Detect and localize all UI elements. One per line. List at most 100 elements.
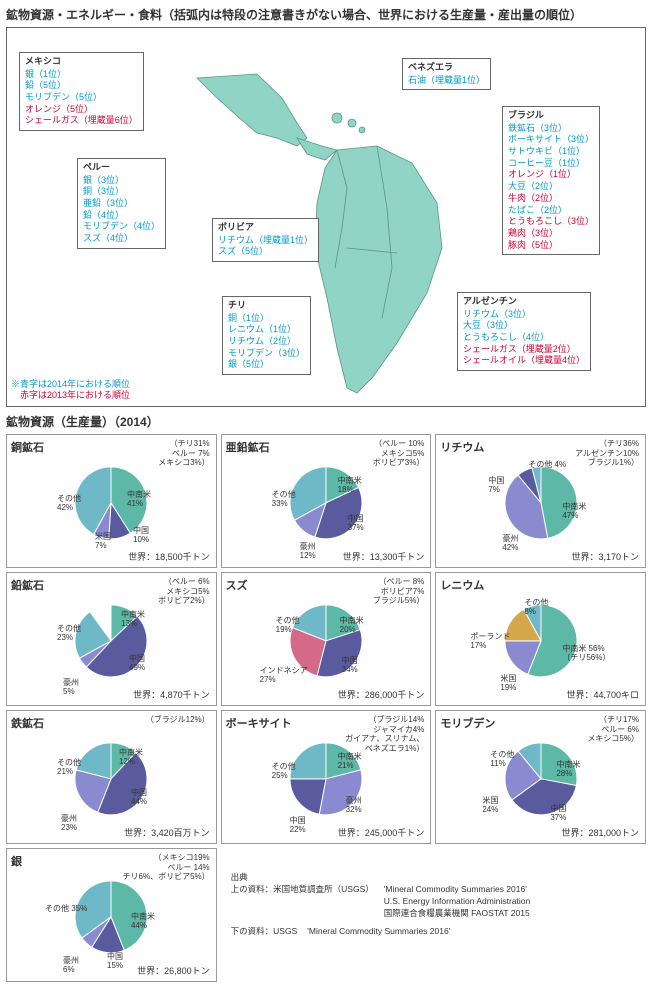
- pie-chart-cell: スズ（ペルー 8% ボリビア7% ブラジル5%）中南米 20%中国 34%インド…: [221, 572, 432, 706]
- pie-chart-cell: 銅鉱石（チリ31% ペルー 7% メキシコ3%）中南米 41%中国 10%米国 …: [6, 434, 217, 568]
- slice-label: 豪州 6%: [63, 957, 79, 975]
- pie-chart-cell: リチウム（チリ36% アルゼンチン10% ブラジル1%）中南米 47%豪州 42…: [435, 434, 646, 568]
- country-name: メキシコ: [25, 56, 138, 68]
- charts-title: 鉱物資源（生産量）（2014）: [6, 413, 646, 430]
- chart-detail: （ブラジル12%）: [146, 715, 210, 725]
- slice-label: その他 19%: [276, 617, 300, 635]
- slice-label: その他 23%: [57, 625, 81, 643]
- resource-item: 石油（埋蔵量1位）: [408, 75, 485, 87]
- world-total: 世界：44,700キロ: [566, 688, 639, 701]
- resource-item: 銅（1位）: [228, 313, 305, 325]
- country-box: ペルー銀（3位）銅（3位）亜鉛（3位）鉛（4位）モリブデン（4位）スズ（4位）: [77, 158, 166, 249]
- world-total: 世界：4,870千トン: [133, 688, 210, 701]
- resource-item: コーヒー豆（1位）: [508, 158, 594, 170]
- resource-item: リチウム（3位）: [463, 309, 585, 321]
- page-title: 鉱物資源・エネルギー・食料（括弧内は特段の注意書きがない場合、世界における生産量…: [6, 6, 646, 23]
- pie-chart-cell: 鉄鉱石（ブラジル12%）中南米 12%中国 44%豪州 23%その他 21%世界…: [6, 710, 217, 844]
- pie-chart-cell: 鉛鉱石（ペルー 6% メキシコ5% ボリビア2%）中南米 13%中国 49%豪州…: [6, 572, 217, 706]
- chart-name: レニウム: [440, 577, 641, 593]
- country-name: アルゼンチン: [463, 296, 585, 308]
- country-name: ペルー: [83, 162, 160, 174]
- slice-label: 中南米 28%: [556, 761, 580, 779]
- country-name: チリ: [228, 300, 305, 312]
- resource-item: とうもろこし（3位）: [508, 216, 594, 228]
- source-line: 'Mineral Commodity Summaries 2016': [384, 884, 530, 896]
- world-total: 世界：245,000千トン: [338, 826, 425, 839]
- resource-item: 鉄鉱石（3位）: [508, 123, 594, 135]
- resource-item: 亜鉛（3位）: [83, 198, 160, 210]
- slice-label: 中南米 13%: [121, 611, 145, 629]
- country-name: ブラジル: [508, 110, 594, 122]
- resource-item: シェールオイル（埋蔵量4位）: [463, 355, 585, 367]
- slice-label: 中国 10%: [133, 527, 149, 545]
- resource-item: モリブデン（4位）: [83, 221, 160, 233]
- resource-item: 銀（5位）: [228, 359, 305, 371]
- resource-item: シェールガス（埋蔵量2位）: [463, 344, 585, 356]
- resource-item: 大豆（3位）: [463, 320, 585, 332]
- world-total: 世界：3,420百万トン: [124, 826, 210, 839]
- country-name: ベネズエラ: [408, 62, 485, 74]
- country-box: メキシコ銀（1位）鉛（5位）モリブデン（5位）オレンジ（5位）シェールガス（埋蔵…: [19, 52, 144, 131]
- pie-chart-cell: レニウム中南米 56% （チリ56%）米国 19%ポーランド 17%その他 8%…: [435, 572, 646, 706]
- country-box: ブラジル鉄鉱石（3位）ボーキサイト（3位）サトウキビ（1位）コーヒー豆（1位）オ…: [502, 106, 600, 255]
- world-total: 世界：3,170トン: [571, 550, 639, 563]
- chart-detail: （ペルー 8% ボリビア7% ブラジル5%）: [373, 577, 424, 606]
- world-total: 世界：13,300千トン: [343, 550, 425, 563]
- resource-item: スズ（5位）: [218, 246, 313, 258]
- world-total: 世界：286,000千トン: [338, 688, 425, 701]
- resource-item: 銀（3位）: [83, 175, 160, 187]
- slice-label: 中南米 20%: [340, 617, 364, 635]
- source-line: 上の資料：米国地質調査所（USGS）: [231, 884, 374, 920]
- slice-label: 中国 37%: [550, 805, 566, 823]
- resource-item: 牛肉（2位）: [508, 193, 594, 205]
- chart-detail: （チリ36% アルゼンチン10% ブラジル1%）: [575, 439, 639, 468]
- slice-label: ポーランド 17%: [470, 633, 510, 651]
- slice-label: 豪州 42%: [502, 535, 518, 553]
- resource-item: リチウム（埋蔵量1位）: [218, 235, 313, 247]
- slice-label: 中国 37%: [348, 515, 364, 533]
- slice-label: その他 11%: [490, 751, 514, 769]
- slice-label: 中南米 56% （チリ56%）: [562, 645, 610, 663]
- slice-label: 中南米 47%: [562, 503, 586, 521]
- resource-item: 鉛（5位）: [25, 80, 138, 92]
- resource-item: 豚肉（5位）: [508, 240, 594, 252]
- slice-label: 中国 7%: [488, 477, 504, 495]
- resource-item: リチウム（2位）: [228, 336, 305, 348]
- country-name: ボリビア: [218, 222, 313, 234]
- slice-label: その他 42%: [57, 495, 81, 513]
- slice-label: 中南米 41%: [127, 491, 151, 509]
- source-line: U.S. Energy Information Administration: [384, 896, 530, 908]
- resource-item: シェールガス（埋蔵量6位）: [25, 115, 138, 127]
- slice-label: 米国 24%: [482, 797, 498, 815]
- resource-item: オレンジ（5位）: [25, 104, 138, 116]
- slice-label: 中国 44%: [131, 789, 147, 807]
- slice-label: 中南米 44%: [131, 913, 155, 931]
- world-total: 世界：18,500千トン: [128, 550, 210, 563]
- chart-detail: （ペルー 10% メキシコ5% ボリビア3%）: [373, 439, 425, 468]
- slice-label: 中国 22%: [290, 817, 306, 835]
- resource-item: たばこ（2位）: [508, 205, 594, 217]
- slice-label: 米国 19%: [500, 675, 516, 693]
- map-legend-note: ※青字は2014年における順位 赤字は2013年における順位: [11, 379, 130, 402]
- resource-item: 鉛（4位）: [83, 210, 160, 222]
- slice-label: 中南米 21%: [338, 753, 362, 771]
- country-box: チリ銅（1位）レニウム（1位）リチウム（2位）モリブデン（3位）銀（5位）: [222, 296, 311, 375]
- resource-item: モリブデン（3位）: [228, 348, 305, 360]
- resource-item: とうもろこし（4位）: [463, 332, 585, 344]
- slice-label: 豪州 5%: [63, 679, 79, 697]
- slice-label: 中国 34%: [342, 657, 358, 675]
- pie-chart-cell: 銀（メキシコ19% ペルー 14% チリ6%、ボリビア5%）中南米 44%中国 …: [6, 848, 217, 982]
- slice-label: 中国 49%: [129, 655, 145, 673]
- slice-label: 豪州 23%: [61, 815, 77, 833]
- pie-chart-cell: モリブデン（チリ17% ペルー 6% メキシコ5%）中南米 28%中国 37%米…: [435, 710, 646, 844]
- chart-detail: （ペルー 6% メキシコ5% ボリビア2%）: [158, 577, 210, 606]
- slice-label: インドネシア 27%: [260, 667, 308, 685]
- resource-item: ボーキサイト（3位）: [508, 134, 594, 146]
- country-box: ベネズエラ石油（埋蔵量1位）: [402, 58, 491, 90]
- source-line: 国際連合食糧農業機関 FAOSTAT 2015: [384, 908, 530, 920]
- slice-label: その他 21%: [57, 759, 81, 777]
- slice-label: その他 25%: [272, 763, 296, 781]
- map-region: メキシコ銀（1位）鉛（5位）モリブデン（5位）オレンジ（5位）シェールガス（埋蔵…: [6, 27, 646, 407]
- slice-label: 中国 15%: [107, 953, 123, 971]
- country-box: アルゼンチンリチウム（3位）大豆（3位）とうもろこし（4位）シェールガス（埋蔵量…: [457, 292, 591, 371]
